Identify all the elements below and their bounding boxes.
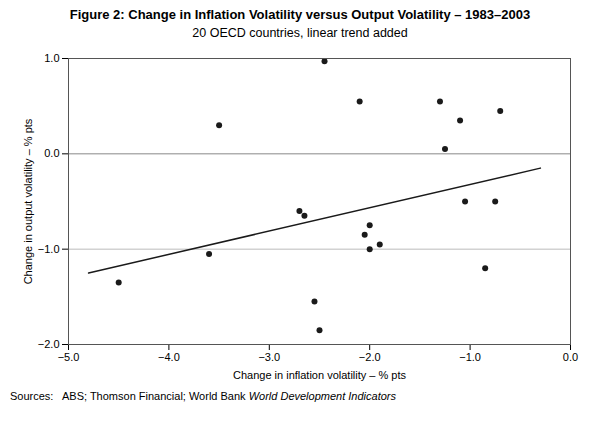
svg-text:−4.0: −4.0 [158,351,180,363]
svg-text:1.0: 1.0 [44,52,59,64]
svg-text:−5.0: −5.0 [58,351,80,363]
svg-text:−2.0: −2.0 [359,351,381,363]
html-text:20 OECD countries, linear tren: 20 OECD countries, linear trend added [192,26,408,40]
svg-text:−1.0: −1.0 [459,351,481,363]
svg-text:−2.0: −2.0 [38,338,60,350]
html-text:Sources: ABS; Thomson Financia: Sources: ABS; Thomson Financial; World B… [10,390,396,402]
svg-text:−1.0: −1.0 [38,243,60,255]
svg-text:0.0: 0.0 [563,351,578,363]
svg-text:−3.0: −3.0 [258,351,280,363]
svg-text:0.0: 0.0 [44,147,59,159]
svg-text:Change in inflation volatility: Change in inflation volatility – % pts [233,369,407,381]
svg-text:Change in output volatility –: Change in output volatility – % pts [22,118,34,284]
html-text:Figure 2: Change in Inflation: Figure 2: Change in Inflation Volatility… [69,7,531,22]
